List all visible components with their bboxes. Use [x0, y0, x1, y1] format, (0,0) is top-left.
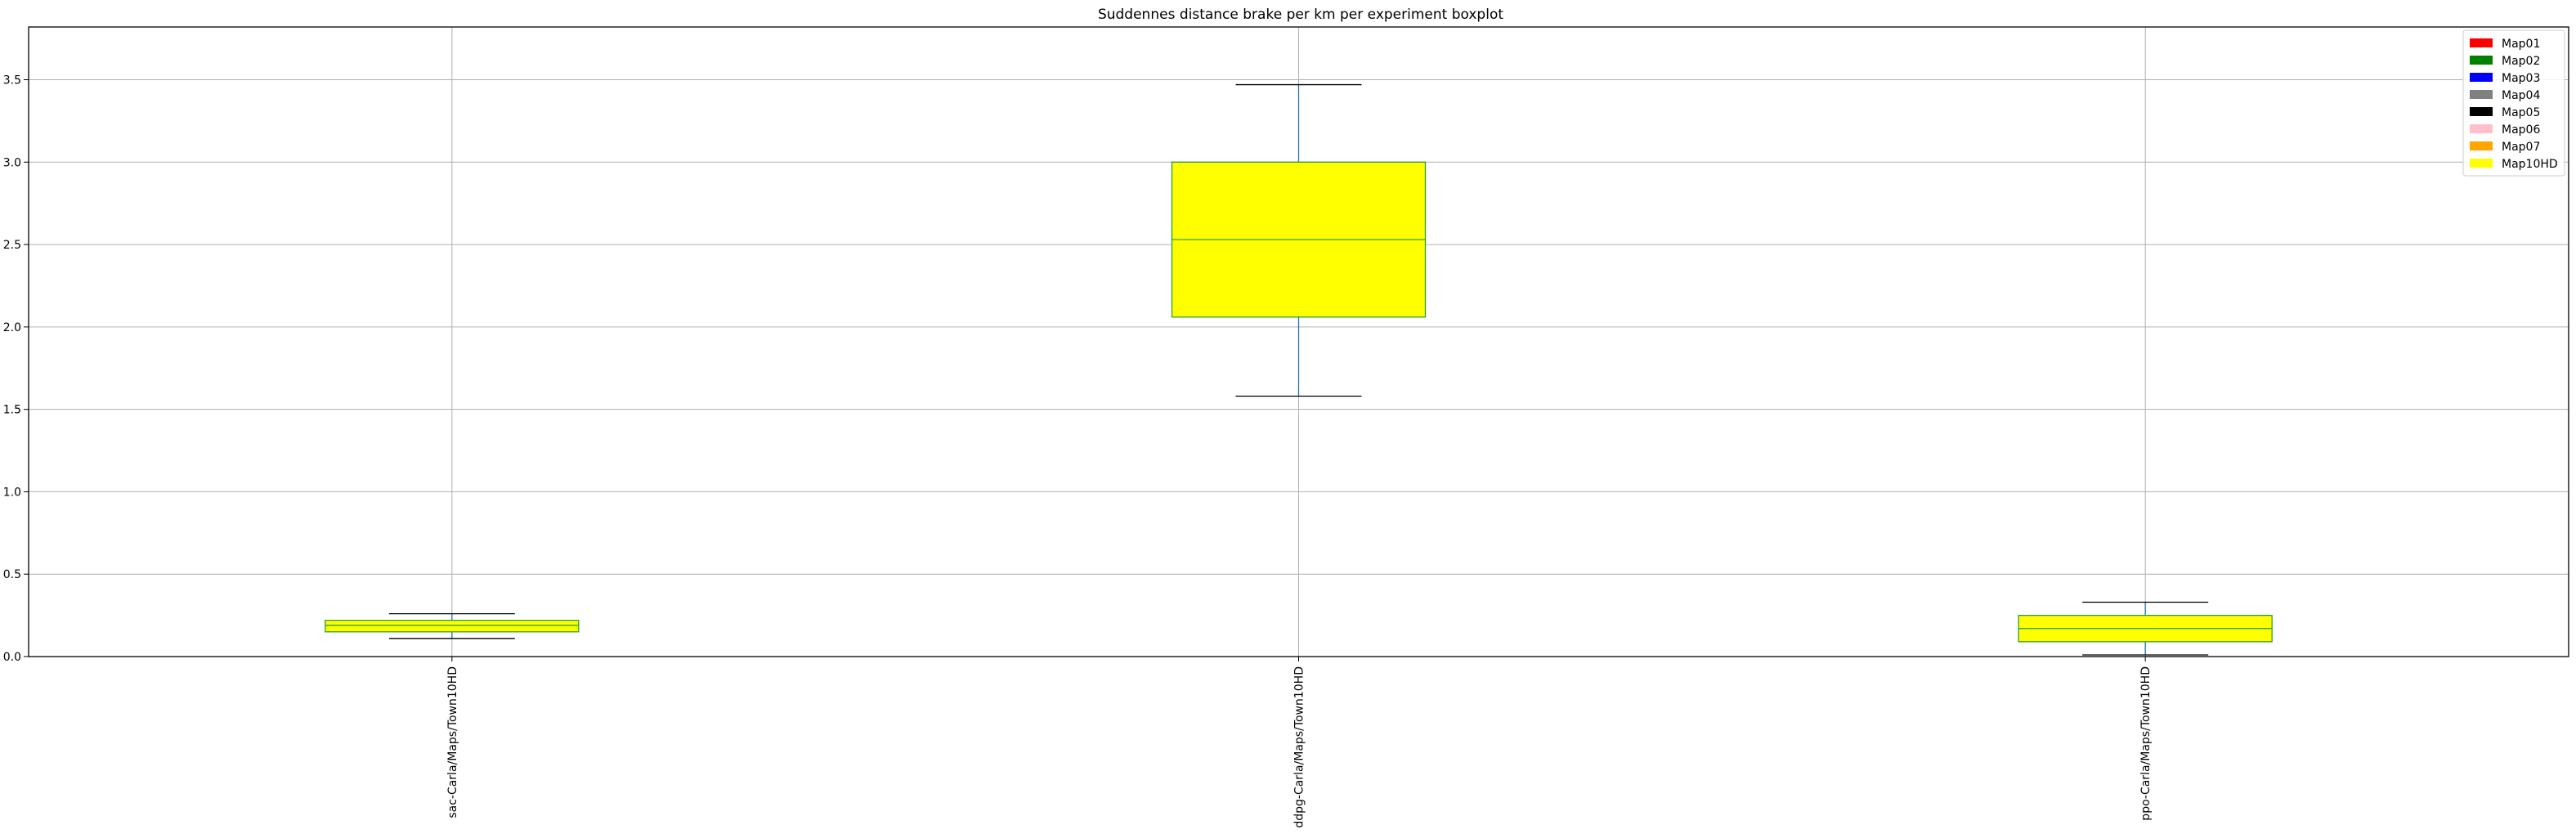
- legend-label: Map07: [2502, 141, 2540, 154]
- legend-swatch: [2470, 107, 2493, 116]
- y-tick-label: 0.0: [3, 651, 21, 664]
- box-iqr: [325, 620, 580, 633]
- x-tick-label: ppo-Carla/Maps/Town10HD: [2139, 666, 2153, 821]
- x-tick-label: ddpg-Carla/Maps/Town10HD: [1293, 666, 1306, 828]
- legend-label: Map02: [2502, 55, 2540, 68]
- y-tick-label: 2.5: [3, 239, 21, 252]
- legend-item: Map07: [2470, 141, 2540, 154]
- legend-swatch: [2470, 159, 2493, 168]
- legend-swatch: [2470, 124, 2493, 133]
- legend-frame: [2462, 29, 2565, 177]
- legend-item: Map06: [2470, 123, 2540, 137]
- legend-item: Map01: [2470, 38, 2540, 51]
- legend-item: Map10HD: [2470, 158, 2558, 171]
- legend-label: Map04: [2502, 89, 2540, 102]
- boxes: [325, 83, 2273, 656]
- legend-swatch: [2470, 38, 2493, 47]
- legend-item: Map02: [2470, 55, 2540, 68]
- box-group: [1171, 83, 1427, 397]
- legend-label: Map10HD: [2502, 158, 2558, 171]
- legend-item: Map04: [2470, 89, 2540, 102]
- legend-item: Map05: [2470, 106, 2540, 119]
- box-group: [325, 612, 580, 639]
- x-tick-label: sac-Carla/Maps/Town10HD: [446, 666, 459, 818]
- legend-swatch: [2470, 73, 2493, 82]
- legend-label: Map01: [2502, 38, 2540, 51]
- legend-label: Map03: [2502, 72, 2540, 85]
- legend: Map01 Map02 Map03 Map04 Map05 Map06 Map07 Map10…: [2462, 29, 2565, 177]
- legend-swatch: [2470, 141, 2493, 150]
- y-tick-label: 1.0: [3, 486, 21, 499]
- y-axis-ticks: 0.0 0.5 1.0 1.5 2.0 2.5 3.0 3.5: [3, 74, 29, 664]
- x-axis-ticks: sac-Carla/Maps/Town10HD ddpg-Carla/Maps/T…: [446, 657, 2153, 828]
- legend-swatch: [2470, 90, 2493, 99]
- legend-item: Map03: [2470, 72, 2540, 85]
- y-tick-label: 1.5: [3, 404, 21, 417]
- box-group: [2018, 601, 2273, 656]
- legend-label: Map05: [2502, 106, 2540, 119]
- chart-title: Suddennes distance brake per km per expe…: [1098, 7, 1503, 23]
- y-tick-label: 3.0: [3, 156, 21, 169]
- y-tick-label: 2.0: [3, 321, 21, 334]
- y-tick-label: 3.5: [3, 74, 21, 87]
- legend-label: Map06: [2502, 123, 2540, 137]
- y-tick-label: 0.5: [3, 568, 21, 581]
- legend-swatch: [2470, 56, 2493, 65]
